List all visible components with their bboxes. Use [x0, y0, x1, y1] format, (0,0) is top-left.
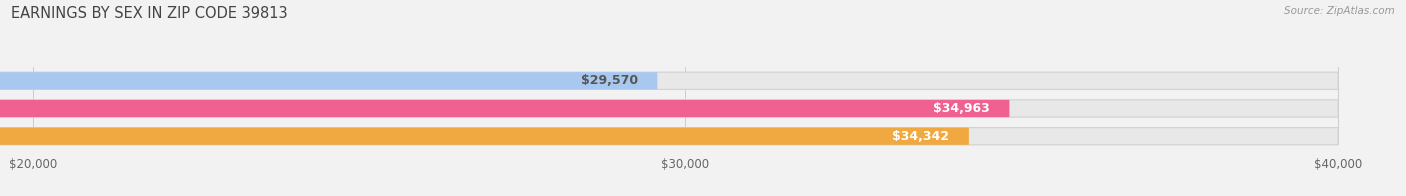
Text: Source: ZipAtlas.com: Source: ZipAtlas.com — [1284, 6, 1395, 16]
FancyBboxPatch shape — [0, 72, 1339, 89]
FancyBboxPatch shape — [0, 128, 969, 145]
FancyBboxPatch shape — [0, 72, 658, 89]
FancyBboxPatch shape — [0, 100, 1010, 117]
Text: EARNINGS BY SEX IN ZIP CODE 39813: EARNINGS BY SEX IN ZIP CODE 39813 — [11, 6, 288, 21]
FancyBboxPatch shape — [0, 100, 1339, 117]
Text: $29,570: $29,570 — [581, 74, 638, 87]
FancyBboxPatch shape — [0, 128, 1339, 145]
Text: $34,342: $34,342 — [893, 130, 949, 143]
Text: $34,963: $34,963 — [934, 102, 990, 115]
